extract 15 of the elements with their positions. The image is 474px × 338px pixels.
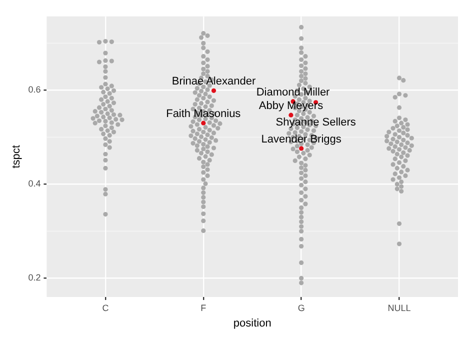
x-axis-title: position — [233, 317, 272, 330]
annotation: Faith Masonius — [166, 108, 242, 120]
y-axis-title: tspct — [10, 145, 23, 168]
x-tick-label: NULL — [388, 302, 411, 313]
annotation: Shyanne Sellers — [276, 116, 356, 128]
annotation: Abby Meyers — [258, 100, 324, 112]
y-tick-label: 0.2 — [28, 272, 41, 283]
x-tick-label: C — [102, 302, 110, 313]
y-tick-label: 0.4 — [28, 178, 41, 189]
y-tick-label: 0.6 — [28, 84, 41, 95]
x-tick-label: F — [200, 302, 207, 313]
annotation: Lavender Briggs — [261, 134, 342, 146]
annotation: Brinae Alexander — [172, 76, 256, 88]
x-tick-label: G — [298, 302, 305, 313]
annotation: Diamond Miller — [256, 86, 330, 99]
